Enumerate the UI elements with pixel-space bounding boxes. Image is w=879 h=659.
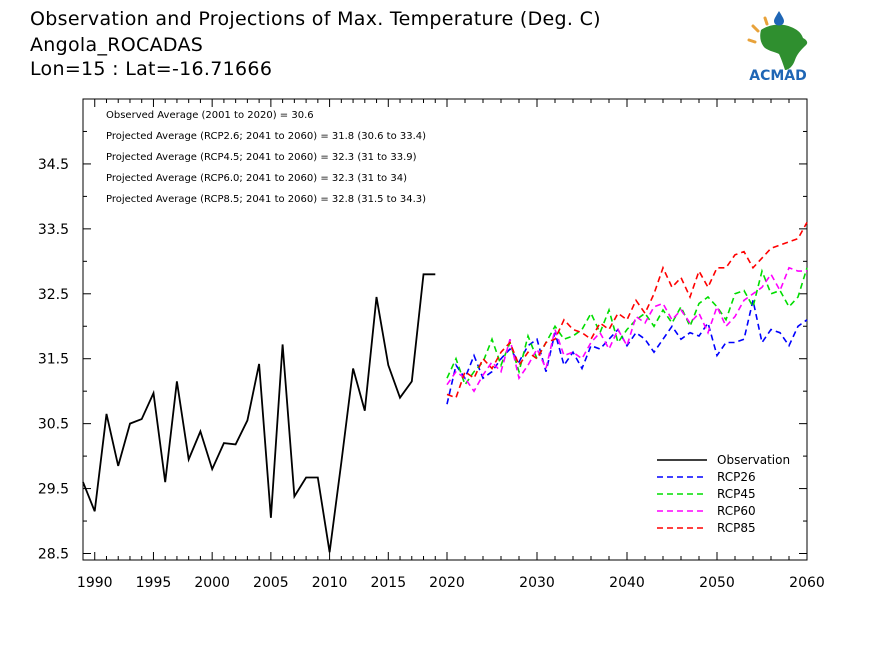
annotation-text: Projected Average (RCP8.5; 2041 to 2060)…	[106, 194, 426, 205]
africa-map-icon	[760, 24, 808, 71]
logo-text: ACMAD	[749, 68, 807, 84]
series-line-rcp85	[446, 222, 808, 399]
chart-title: Observation and Projections of Max. Temp…	[30, 8, 601, 30]
annotation-text: Projected Average (RCP4.5; 2041 to 2060)…	[106, 152, 417, 163]
x-tick-label: 2050	[699, 575, 735, 591]
plot-area	[82, 98, 808, 561]
annotation-text: Projected Average (RCP6.0; 2041 to 2060)…	[106, 173, 407, 184]
y-tick-label: 32.5	[38, 287, 69, 303]
annotation-text: Projected Average (RCP2.6; 2041 to 2060)…	[106, 131, 426, 142]
y-tick-label: 31.5	[38, 352, 69, 368]
y-tick-label: 34.5	[38, 157, 69, 173]
logo-sun-rays	[747, 16, 769, 44]
legend-label-observation: Observation	[717, 453, 790, 467]
annotations: Observed Average (2001 to 2020) = 30.6 Pr…	[106, 110, 426, 205]
legend-label-rcp26: RCP26	[717, 470, 756, 484]
x-tick-label: 2010	[312, 575, 348, 591]
y-tick-label: 29.5	[38, 482, 69, 498]
legend: Observation RCP26 RCP45 RCP60 RCP85	[657, 453, 790, 535]
series-line-rcp60	[446, 266, 807, 393]
legend-label-rcp60: RCP60	[717, 504, 756, 518]
x-tick-label: 2000	[194, 575, 230, 591]
station-name: Angola_ROCADAS	[30, 34, 204, 56]
legend-label-rcp85: RCP85	[717, 521, 756, 535]
y-tick-label: 33.5	[38, 222, 69, 238]
x-tick-label: 2030	[519, 575, 555, 591]
x-tick-label: 1990	[77, 575, 113, 591]
series-line-rcp45	[446, 267, 808, 387]
station-coordinates: Lon=15 : Lat=-16.71666	[30, 58, 273, 80]
data-series	[82, 222, 808, 553]
x-tick-label: 1995	[136, 575, 172, 591]
annotation-text: Observed Average (2001 to 2020) = 30.6	[106, 110, 314, 121]
legend-label-rcp45: RCP45	[717, 487, 756, 501]
axis-tick-labels: 1990 1995 2000 2005 2010 2015 2020 2030 2040 2050…	[38, 157, 825, 591]
x-tick-label: 2020	[429, 575, 465, 591]
axis-ticks	[82, 99, 808, 560]
x-tick-label: 2040	[609, 575, 645, 591]
x-tick-label: 2060	[789, 575, 825, 591]
x-tick-label: 2015	[370, 575, 406, 591]
water-drop-icon	[774, 11, 784, 26]
series-line-observation	[82, 273, 436, 553]
x-tick-label: 2005	[253, 575, 289, 591]
y-tick-label: 30.5	[38, 417, 69, 433]
y-tick-label: 28.5	[38, 547, 69, 563]
acmad-logo: ACMAD	[747, 11, 808, 84]
